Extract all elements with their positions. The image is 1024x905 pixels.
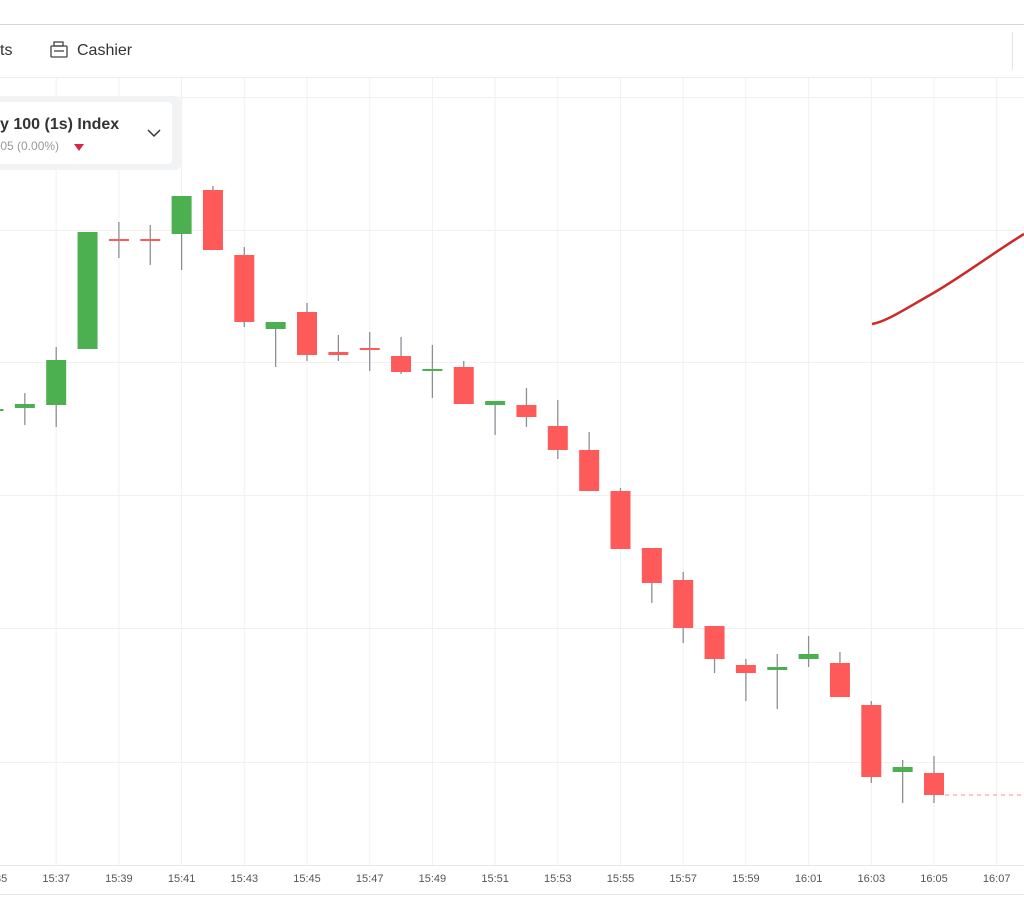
x-tick-label: 16:03: [858, 873, 886, 885]
candle-body: [297, 312, 317, 355]
candle-body: [234, 255, 255, 322]
candle-body: [453, 367, 474, 404]
x-tick-label: 15:55: [607, 873, 635, 885]
x-tick-label: 16:05: [920, 873, 948, 885]
top-bar: [0, 0, 1024, 24]
nav-item[interactable]: ts: [0, 42, 12, 59]
candle-body: [641, 548, 662, 583]
x-tick-label: 15:45: [293, 873, 321, 885]
instrument-change: .05 (0.00%): [0, 139, 59, 153]
nav-item[interactable]: Cashier: [77, 42, 133, 59]
chevron[interactable]: [147, 129, 161, 138]
candle-body: [673, 580, 694, 628]
candle-body: [704, 626, 725, 659]
x-tick-label: 15:47: [356, 873, 384, 885]
candle-body: [798, 654, 819, 659]
candle-body: [14, 404, 35, 408]
candle-body: [46, 360, 67, 405]
x-tick-label: 16:07: [983, 873, 1011, 885]
x-tick-label: 15:43: [231, 873, 259, 885]
x-tick-label: 15:51: [481, 873, 509, 885]
x-tick-label: 15:49: [419, 873, 447, 885]
x-tick-label: 15:53: [544, 873, 572, 885]
plot: [0, 78, 1024, 865]
candle-body: [0, 409, 4, 411]
candle-body: [77, 232, 98, 349]
cashier-icon: [50, 41, 68, 58]
candle-body: [829, 663, 850, 697]
candle-body: [861, 705, 882, 777]
candle-body: [735, 665, 756, 673]
down-arrow: [74, 144, 84, 151]
candle-body: [516, 405, 537, 417]
candle-body: [171, 196, 192, 234]
candle-body: [610, 491, 631, 549]
instrument-name: y 100 (1s) Index: [0, 116, 119, 133]
candle-body: [924, 773, 944, 795]
x-tick-label: 15:37: [42, 873, 70, 885]
x-tick-label: 15:35: [0, 873, 7, 885]
instrument-card[interactable]: y 100 (1s) Index .05 (0.00%): [0, 96, 181, 170]
card: [0, 102, 172, 164]
sparkline: [871, 232, 1024, 326]
candle-body: [359, 348, 380, 350]
candle-body: [485, 401, 506, 405]
x-tick-label: 15:57: [669, 873, 697, 885]
candle-body: [202, 190, 223, 250]
candle-body: [265, 322, 286, 329]
candle-body: [140, 239, 161, 241]
candle-body: [579, 450, 600, 491]
candle-body: [547, 426, 568, 450]
x-tick-label: 15:41: [168, 873, 196, 885]
candle-body: [108, 239, 129, 241]
x-tick-label: 15:59: [732, 873, 760, 885]
candle-body: [328, 352, 349, 355]
x-tick-label: 15:39: [105, 873, 133, 885]
x-tick-label: 16:01: [795, 873, 823, 885]
candle-body: [422, 369, 443, 371]
candle-body: [391, 356, 412, 372]
candle-body: [767, 667, 788, 670]
candle-body: [892, 767, 913, 772]
